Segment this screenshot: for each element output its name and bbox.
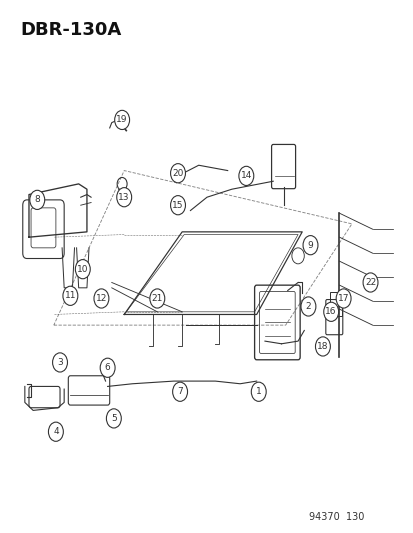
Text: 11: 11 — [64, 292, 76, 300]
Text: 9: 9 — [307, 241, 313, 249]
Text: 5: 5 — [111, 414, 116, 423]
Circle shape — [172, 382, 187, 401]
Text: 13: 13 — [118, 193, 130, 201]
Text: 21: 21 — [151, 294, 163, 303]
Text: 1: 1 — [255, 387, 261, 396]
Text: 15: 15 — [172, 201, 183, 209]
Text: DBR-130A: DBR-130A — [21, 21, 122, 39]
Text: 12: 12 — [95, 294, 107, 303]
Circle shape — [302, 236, 317, 255]
Text: 10: 10 — [77, 265, 88, 273]
Text: 19: 19 — [116, 116, 128, 124]
Text: 94370  130: 94370 130 — [308, 512, 363, 522]
Text: 17: 17 — [337, 294, 349, 303]
Circle shape — [52, 353, 67, 372]
Text: 2: 2 — [305, 302, 311, 311]
Circle shape — [323, 302, 338, 321]
Text: 3: 3 — [57, 358, 63, 367]
Circle shape — [94, 289, 109, 308]
Text: 6: 6 — [104, 364, 110, 372]
Circle shape — [106, 409, 121, 428]
Text: 20: 20 — [172, 169, 183, 177]
Circle shape — [335, 289, 350, 308]
Text: 14: 14 — [240, 172, 252, 180]
Text: 7: 7 — [177, 387, 183, 396]
Text: 4: 4 — [53, 427, 59, 436]
Circle shape — [170, 196, 185, 215]
Circle shape — [251, 382, 266, 401]
Circle shape — [170, 164, 185, 183]
Text: 22: 22 — [364, 278, 375, 287]
Circle shape — [300, 297, 315, 316]
Circle shape — [114, 110, 129, 130]
Circle shape — [238, 166, 253, 185]
Circle shape — [362, 273, 377, 292]
Circle shape — [150, 289, 164, 308]
Circle shape — [100, 358, 115, 377]
Circle shape — [75, 260, 90, 279]
Circle shape — [315, 337, 330, 356]
Text: 16: 16 — [325, 308, 336, 316]
Circle shape — [30, 190, 45, 209]
Text: 8: 8 — [34, 196, 40, 204]
Circle shape — [116, 188, 131, 207]
Text: 18: 18 — [316, 342, 328, 351]
Circle shape — [48, 422, 63, 441]
Circle shape — [63, 286, 78, 305]
